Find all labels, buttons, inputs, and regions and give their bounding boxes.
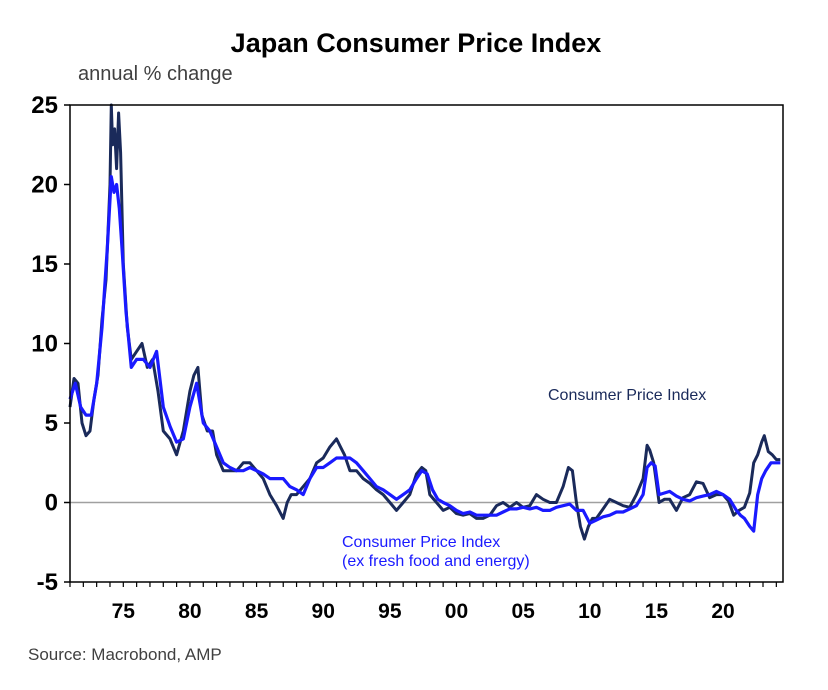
x-tick-label: 05 <box>511 600 535 623</box>
series-line-core <box>68 175 781 533</box>
x-tick-label: 10 <box>578 600 601 623</box>
series-line-cpi <box>68 103 781 541</box>
plot-frame <box>69 104 784 583</box>
x-tick-label: 95 <box>378 600 402 623</box>
series-label-cpi: Consumer Price Index <box>548 387 706 404</box>
x-tick-label: 00 <box>445 600 468 623</box>
y-axis-unit-label: annual % change <box>78 63 233 85</box>
y-tick-label: 5 <box>45 410 58 437</box>
series-label-cpi-line-1: Consumer Price Index <box>548 387 706 404</box>
series-label-core-line-2: (ex fresh food and energy) <box>342 553 530 570</box>
source-note: Source: Macrobond, AMP <box>28 645 222 664</box>
series-label-core: Consumer Price Index (ex fresh food and … <box>342 534 530 570</box>
x-tick-label: 90 <box>312 600 335 623</box>
x-tick-label: 85 <box>245 600 269 623</box>
y-tick-label: 25 <box>31 92 58 119</box>
x-tick-label: 75 <box>112 600 136 623</box>
y-tick-label: -5 <box>37 569 58 596</box>
x-tick-label: 80 <box>178 600 201 623</box>
x-axis: 75 80 85 90 95 00 05 10 15 20 <box>69 582 777 623</box>
y-tick-label: 20 <box>31 172 58 199</box>
x-tick-label: 20 <box>711 600 734 623</box>
x-tick-label: 15 <box>645 600 669 623</box>
y-tick-label: 10 <box>31 331 58 358</box>
y-tick-label: 15 <box>31 251 58 278</box>
y-axis: -5 0 5 10 15 20 25 <box>31 92 70 596</box>
series-layer <box>68 103 781 541</box>
y-tick-label: 0 <box>45 490 58 517</box>
series-label-core-line-1: Consumer Price Index <box>342 534 500 551</box>
chart-title: Japan Consumer Price Index <box>231 28 602 58</box>
